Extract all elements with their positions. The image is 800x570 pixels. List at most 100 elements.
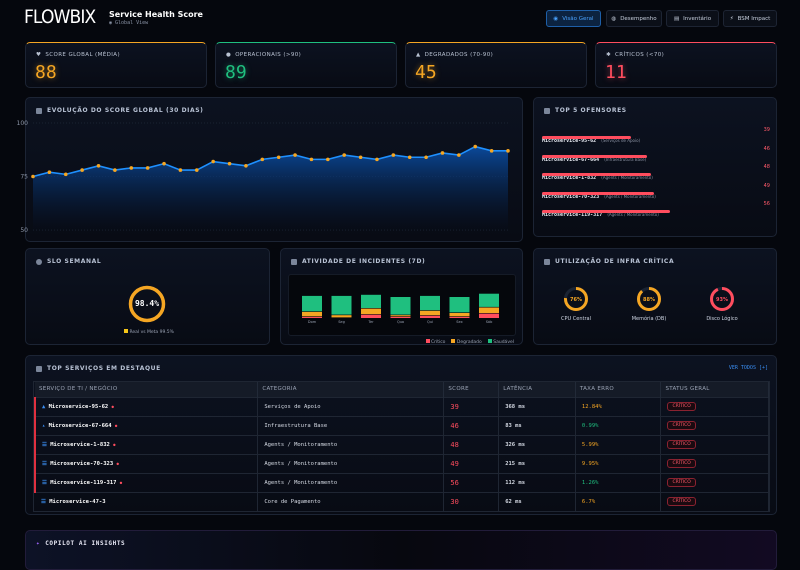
tab-desempenho[interactable]: ◍ Desempenho: [606, 10, 662, 27]
check-shield-icon: ●: [226, 52, 232, 58]
incident-bar-crítico: [420, 315, 440, 318]
infra-card: UTILIZAÇÃO DE INFRA CRÍTICA 76% CPU Centr…: [533, 248, 777, 345]
network-icon: ▴: [42, 422, 46, 429]
server-icon: ☰: [42, 441, 47, 448]
chart-icon: [291, 258, 297, 265]
cluster-icon: ▲: [42, 403, 46, 410]
score-point: [309, 157, 314, 162]
slo-ring: [128, 285, 166, 323]
alert-icon: ✱: [606, 52, 612, 58]
incident-bar-degradado: [331, 315, 352, 318]
alert-dot-icon: ●: [119, 479, 123, 485]
offender-score-bar: [542, 210, 670, 213]
offender-item[interactable]: Microservice-95-62 (Serviços de Apoio) 39: [542, 127, 770, 144]
offender-item[interactable]: Microservice-70-323 (Agents / Monitorame…: [542, 182, 770, 200]
status-badge: CRÍTICO: [667, 497, 696, 507]
score-evolution-chart: 100 75 50: [17, 120, 510, 234]
column-header[interactable]: LATÊNCIA: [498, 382, 576, 397]
offender-score-bar: [542, 191, 654, 195]
tab-bsm-impact[interactable]: ⚡ BSM Impact: [723, 10, 777, 27]
alert-dot-icon: ●: [111, 403, 114, 409]
y-tick-label: 50: [20, 227, 28, 234]
gauge-ring: 93%: [710, 287, 734, 311]
view-all-link[interactable]: VER TODOS [+]: [728, 365, 768, 371]
infra-gauge: 93% Disco Lógico: [692, 285, 752, 322]
score-point: [47, 170, 52, 175]
alert-dot-icon: ●: [114, 422, 118, 428]
kpi-value: 89: [225, 62, 247, 83]
column-header[interactable]: SERVIÇO DE TI / NEGÓCIO: [35, 382, 259, 397]
x-tick-label: Qui: [427, 320, 433, 324]
score-point: [391, 153, 396, 157]
score-point: [342, 153, 347, 157]
incident-bar-crítico: [302, 316, 322, 318]
gauge-icon: ◍: [611, 15, 617, 22]
incident-bar-degradado: [302, 311, 322, 317]
services-table-wrap: SERVIÇO DE TI / NEGÓCIO CATEGORIA SCORE LAT…: [33, 381, 770, 512]
kpi-card: ▲ DEGRADADOS (70-90) 45: [405, 42, 587, 88]
table-row[interactable]: ☰ Microservice-119-317 ● Agents / Monito…: [34, 472, 769, 492]
app-title: Service Health Score: [109, 10, 203, 19]
column-header[interactable]: SCORE: [443, 382, 500, 397]
incident-bar-saudável: [390, 297, 411, 315]
score-point: [80, 168, 84, 172]
bar-chart-icon: [544, 107, 550, 114]
column-header[interactable]: CATEGORIA: [257, 382, 445, 397]
status-badge: CRÍTICO: [667, 402, 696, 411]
score-point: [211, 159, 215, 164]
score-line: [32, 145, 508, 178]
table-row[interactable]: ☰ Microservice-47-3 Core de Pagamento 30…: [35, 491, 769, 511]
slo-card: SLO SEMANAL 98.4% Real vs Meta 99.5%: [25, 248, 270, 345]
bolt-icon: ⚡: [729, 15, 734, 22]
table-row[interactable]: ☰ Microservice-1-832 ● Agents / Monitora…: [34, 434, 769, 454]
score-point: [440, 151, 445, 155]
score-point: [129, 166, 134, 170]
x-tick-label: Ter: [367, 320, 374, 324]
offender-item[interactable]: Microservice-1-832 (Agents / Monitoramen…: [542, 164, 770, 181]
status-badge: CRÍTICO: [667, 459, 696, 468]
score-point: [145, 166, 150, 170]
legend-item: Saudável: [487, 339, 514, 345]
incident-bar-saudável: [449, 297, 470, 313]
score-point: [96, 164, 101, 168]
score-point: [457, 153, 461, 157]
tab-inventario[interactable]: ▤ Inventário: [666, 10, 719, 27]
score-point: [63, 172, 68, 177]
column-header[interactable]: STATUS GERAL: [660, 382, 769, 397]
gauge-value: 93%: [716, 297, 728, 303]
kpi-card: ✱ CRÍTICOS (<70) 11: [595, 42, 777, 88]
table-row[interactable]: ▴ Microservice-67-664 ● Infraestrutura B…: [34, 415, 769, 435]
score-point: [113, 168, 117, 172]
score-point: [375, 157, 379, 162]
table-row[interactable]: ▲ Microservice-95-62 ● Serviços de Apoio…: [34, 396, 769, 416]
incident-bar-crítico: [449, 316, 470, 318]
alert-dot-icon: ●: [113, 441, 116, 447]
top-offenders-card: TOP 5 OFENSORES Microservice-95-62 (Serv…: [533, 97, 777, 237]
gauge-label: Memória (DB): [631, 316, 667, 322]
table-row[interactable]: ☰ Microservice-70-323 ● Agents / Monitor…: [34, 453, 769, 473]
offender-item[interactable]: Microservice-67-664 (Infraestrutura Base…: [542, 145, 770, 163]
y-tick-label: 75: [20, 174, 28, 181]
column-header[interactable]: TAXA ERRO: [575, 382, 662, 397]
kpi-value: 88: [35, 62, 57, 83]
target-icon: [36, 258, 42, 265]
globe-icon: ◉: [553, 15, 559, 22]
copilot-card: ✦ COPILOT AI INSIGHTS: [25, 530, 777, 570]
x-tick-label: Seg: [338, 320, 345, 324]
x-tick-label: Qua: [397, 320, 404, 324]
kpi-value: 11: [605, 62, 627, 83]
kpi-card: ● OPERACIONAIS (>90) 89: [215, 42, 397, 88]
tab-visao-geral[interactable]: ◉ Visão Geral: [546, 10, 601, 27]
globe-icon: ◉: [109, 20, 116, 26]
y-tick-label: 100: [17, 120, 29, 127]
sparkle-icon: ✦: [36, 540, 41, 547]
offender-item[interactable]: Microservice-119-317 (Agents / Monitoram…: [542, 201, 770, 218]
score-point: [326, 157, 330, 162]
warning-icon: ▲: [416, 52, 421, 58]
x-tick-label: Sex: [456, 320, 462, 324]
score-point: [293, 153, 297, 157]
heart-icon: ♥: [36, 52, 42, 58]
score-point: [162, 161, 166, 166]
gauge-label: Disco Lógico: [706, 316, 738, 322]
incident-bar-crítico: [479, 313, 499, 318]
